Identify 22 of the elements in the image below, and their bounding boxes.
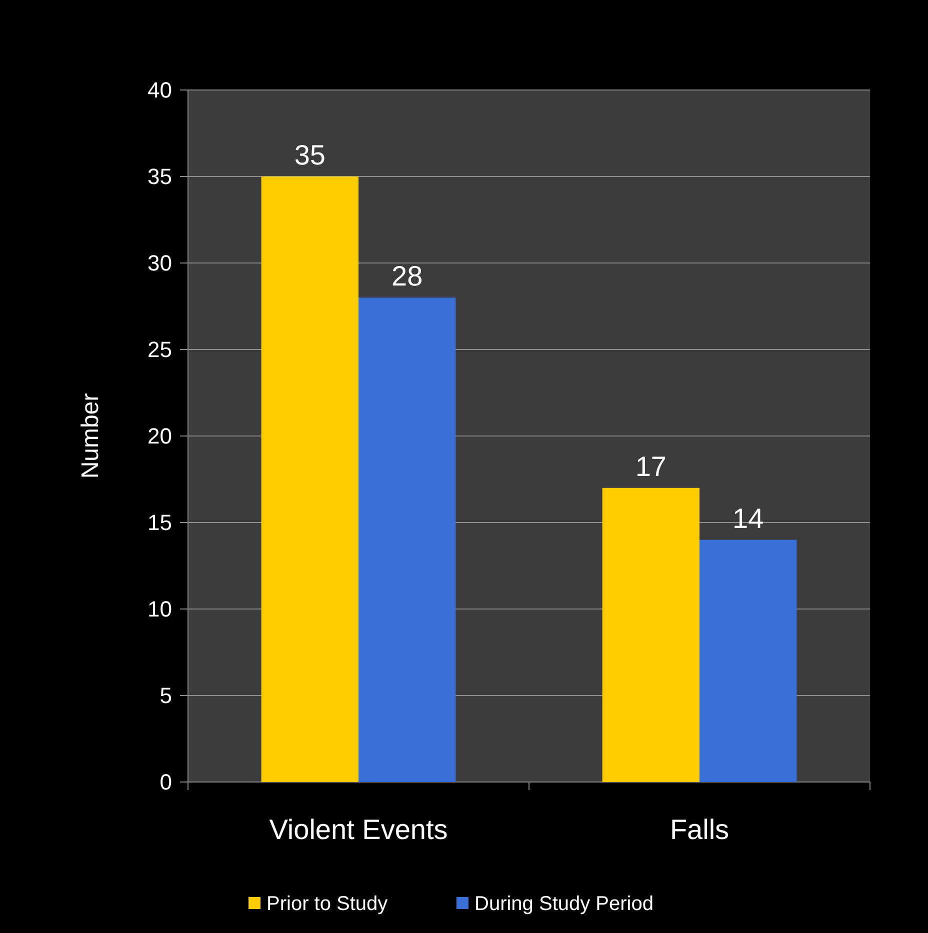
- y-tick-label: 35: [148, 164, 172, 190]
- y-tick-label: 15: [148, 510, 172, 536]
- bar: [602, 488, 700, 782]
- data-label: 14: [732, 502, 764, 534]
- legend-label: During Study Period: [474, 893, 654, 915]
- y-tick-label: 5: [160, 683, 172, 708]
- y-tick-label: 0: [160, 770, 172, 795]
- x-tick-label: Violent Events: [269, 814, 448, 845]
- y-tick-label: 20: [148, 424, 172, 449]
- bar: [358, 298, 456, 782]
- data-label: 17: [635, 450, 666, 482]
- bar: [261, 176, 358, 782]
- y-axis-title: Number: [77, 393, 104, 479]
- x-tick-label: Falls: [670, 814, 730, 845]
- data-label: 35: [294, 140, 326, 170]
- data-label: 28: [392, 260, 423, 292]
- y-tick-label: 40: [148, 78, 172, 103]
- y-tick-label: 10: [148, 596, 172, 622]
- y-tick-label: 30: [148, 250, 172, 276]
- legend-label: Prior to Study: [266, 893, 388, 915]
- bar: [700, 540, 797, 782]
- y-tick-label: 25: [148, 337, 172, 362]
